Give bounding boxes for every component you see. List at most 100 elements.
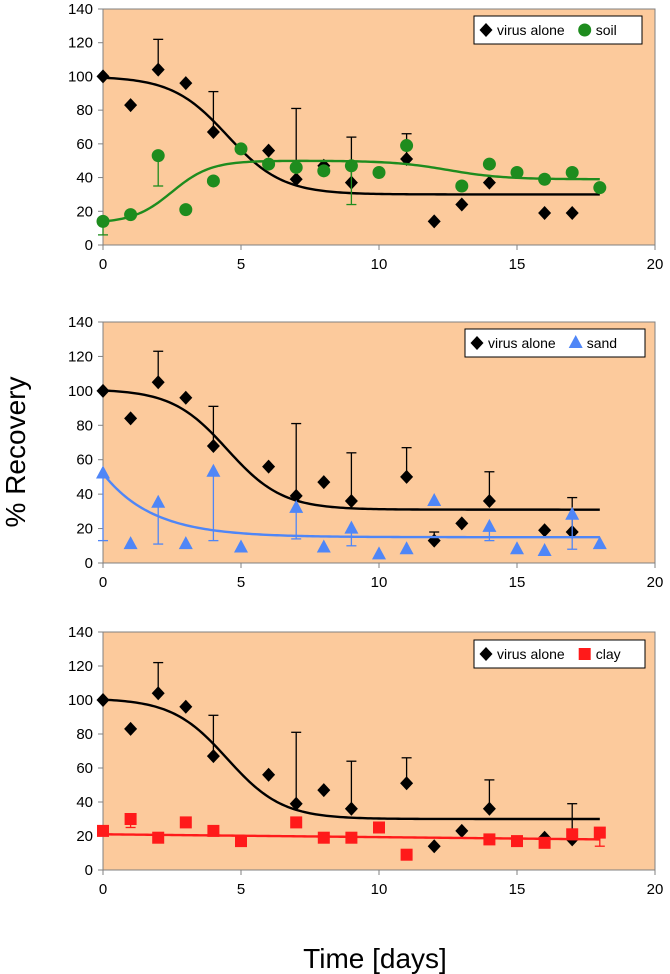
legend-marker bbox=[578, 23, 592, 37]
legend: virus alone clay bbox=[473, 639, 646, 669]
x-tick-label: 10 bbox=[371, 256, 388, 273]
data-point bbox=[538, 172, 552, 186]
data-point bbox=[262, 143, 276, 158]
data-point bbox=[482, 494, 496, 509]
data-point bbox=[179, 816, 192, 829]
x-tick-label: 15 bbox=[509, 256, 526, 273]
data-point bbox=[482, 157, 496, 171]
data-point bbox=[123, 536, 138, 550]
data-point bbox=[207, 824, 220, 837]
y-tick-label: 100 bbox=[68, 68, 93, 85]
data-point bbox=[206, 174, 220, 188]
data-point bbox=[345, 831, 358, 844]
y-tick-label: 40 bbox=[76, 170, 93, 187]
data-point bbox=[179, 390, 193, 405]
legend-marker bbox=[568, 335, 583, 348]
data-point bbox=[372, 166, 386, 180]
y-tick-label: 40 bbox=[76, 486, 93, 503]
data-point bbox=[151, 62, 165, 77]
data-point bbox=[317, 831, 330, 844]
legend-marker bbox=[479, 23, 493, 37]
x-tick-label: 5 bbox=[237, 881, 245, 898]
y-tick-label: 120 bbox=[68, 348, 93, 365]
legend-label: sand bbox=[587, 335, 617, 351]
x-tick-label: 10 bbox=[371, 881, 388, 898]
data-point bbox=[427, 493, 442, 507]
x-axis-title: Time [days] bbox=[303, 943, 447, 974]
data-point bbox=[179, 203, 193, 217]
data-point bbox=[178, 536, 193, 550]
data-point bbox=[510, 166, 524, 180]
data-point bbox=[400, 469, 414, 484]
data-point bbox=[179, 699, 193, 714]
data-point bbox=[538, 523, 552, 538]
data-point bbox=[179, 76, 193, 91]
legend-box bbox=[473, 639, 646, 669]
data-point bbox=[151, 686, 165, 701]
chart-panel-bottom: 0 20 40 60 80 100 120 140 0 5 10 15 20 virus alone cla… bbox=[68, 624, 663, 898]
x-tick-label: 15 bbox=[509, 574, 526, 591]
legend-label: clay bbox=[596, 646, 621, 662]
data-point bbox=[455, 823, 469, 838]
series-clay bbox=[97, 813, 606, 861]
y-axis-title: % Recovery bbox=[0, 377, 31, 528]
x-tick-label: 5 bbox=[237, 256, 245, 273]
series-virus-alone bbox=[96, 38, 600, 229]
legend-box bbox=[473, 15, 643, 45]
data-point bbox=[289, 160, 303, 174]
data-point bbox=[565, 205, 579, 220]
data-point bbox=[538, 205, 552, 220]
data-point bbox=[97, 824, 109, 837]
y-tick-label: 140 bbox=[68, 624, 93, 641]
y-tick-label: 80 bbox=[76, 417, 93, 434]
y-tick-label: 40 bbox=[76, 794, 93, 811]
data-point bbox=[96, 465, 110, 479]
y-tick-label: 140 bbox=[68, 1, 93, 18]
data-point bbox=[400, 139, 414, 153]
x-tick-label: 20 bbox=[647, 574, 664, 591]
data-point bbox=[206, 125, 220, 140]
data-point bbox=[399, 541, 414, 555]
data-point bbox=[427, 214, 441, 229]
x-tick-label: 0 bbox=[99, 256, 107, 273]
data-point bbox=[206, 463, 221, 477]
x-tick-label: 5 bbox=[237, 574, 245, 591]
chart-panel-middle: 0 20 40 60 80 100 120 140 0 5 10 15 20 virus alone san… bbox=[68, 314, 663, 591]
data-point bbox=[400, 152, 414, 167]
y-tick-label: 60 bbox=[76, 452, 93, 469]
fit-curve bbox=[102, 698, 600, 821]
data-point bbox=[124, 721, 138, 736]
legend-marker bbox=[578, 648, 591, 660]
data-point bbox=[344, 494, 358, 509]
data-point bbox=[592, 536, 607, 550]
data-point bbox=[96, 383, 110, 398]
data-point bbox=[511, 835, 523, 848]
data-point bbox=[290, 816, 303, 829]
data-point bbox=[96, 214, 110, 228]
x-tick-label: 20 bbox=[647, 881, 664, 898]
x-tick-label: 0 bbox=[99, 574, 107, 591]
data-point bbox=[400, 848, 413, 861]
data-point bbox=[455, 197, 469, 212]
data-point bbox=[124, 813, 137, 825]
y-tick-label: 60 bbox=[76, 760, 93, 777]
y-tick-label: 120 bbox=[68, 658, 93, 675]
legend-marker bbox=[479, 647, 493, 661]
data-point bbox=[538, 836, 551, 849]
data-point bbox=[317, 475, 331, 490]
data-point bbox=[317, 783, 331, 798]
y-tick-label: 60 bbox=[76, 136, 93, 153]
data-point bbox=[427, 839, 441, 854]
legend: virus alone soil bbox=[473, 15, 643, 45]
series-sand bbox=[96, 463, 607, 560]
data-point bbox=[234, 142, 248, 156]
legend-label: soil bbox=[596, 22, 617, 38]
y-tick-label: 20 bbox=[76, 828, 93, 845]
data-point bbox=[262, 157, 276, 171]
x-tick-label: 0 bbox=[99, 881, 107, 898]
data-point bbox=[206, 749, 220, 764]
data-point bbox=[455, 516, 469, 531]
y-tick-label: 0 bbox=[85, 862, 93, 879]
data-point bbox=[344, 801, 358, 816]
data-point bbox=[565, 506, 580, 520]
